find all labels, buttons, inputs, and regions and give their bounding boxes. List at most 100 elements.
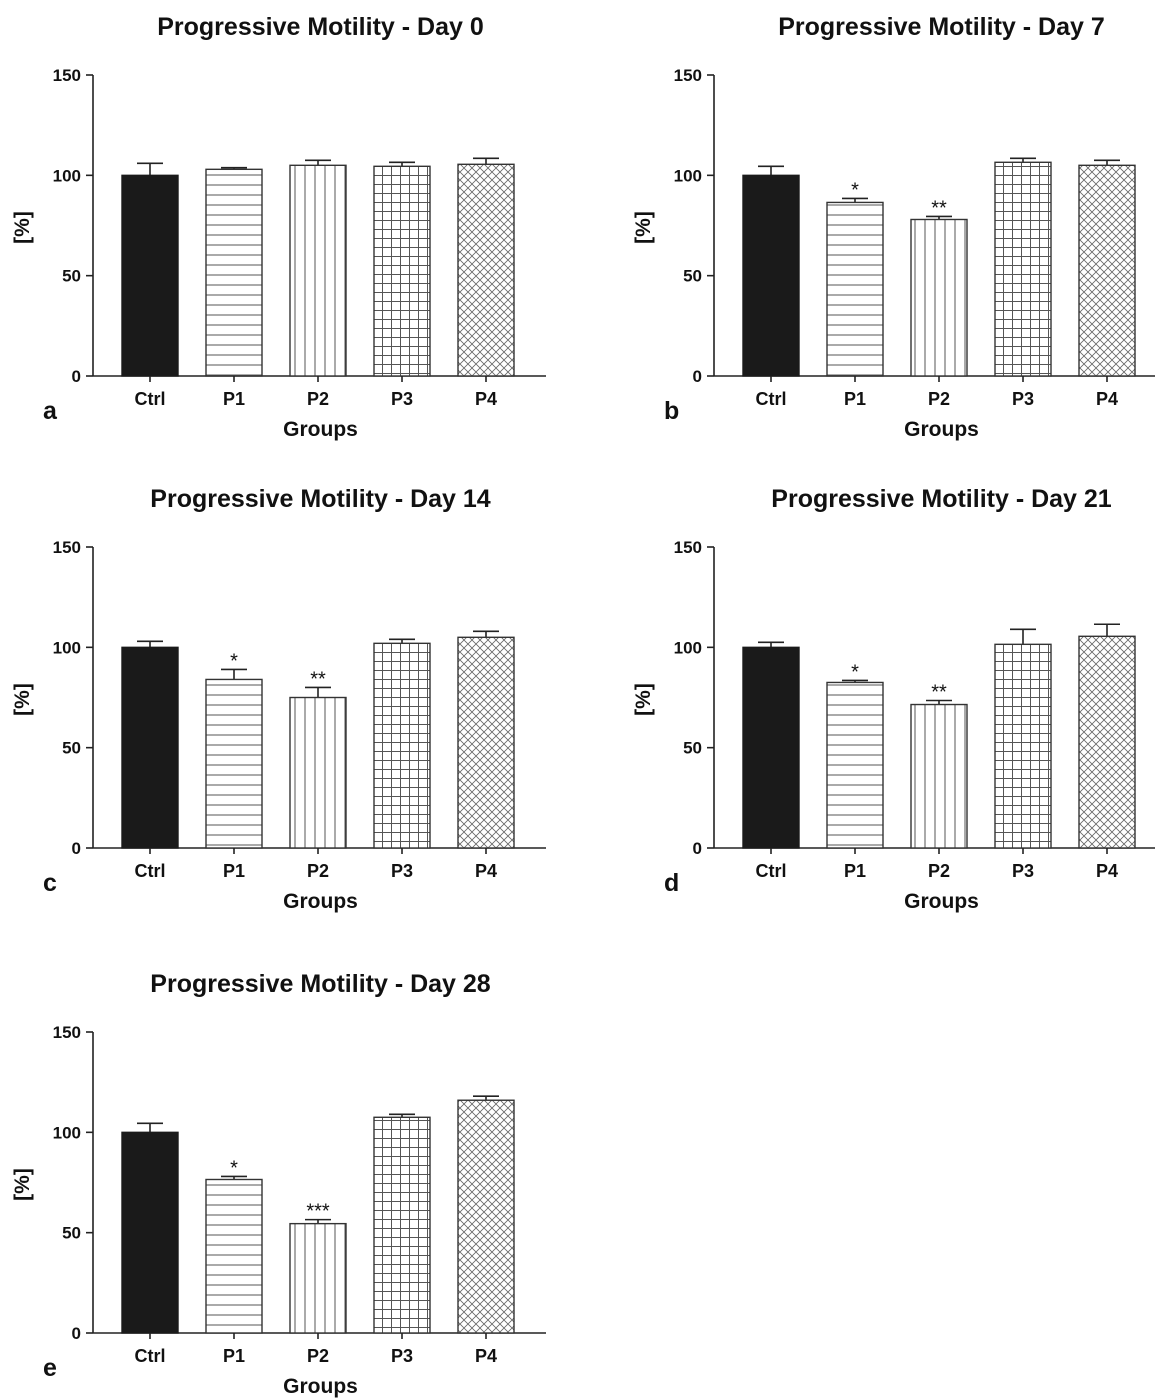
panel-letter: a xyxy=(43,397,58,425)
chart-panel-d: Progressive Motility - Day 21 0 50 100 150 [%… xyxy=(632,485,1155,913)
chart-title: Progressive Motility - Day 0 xyxy=(157,13,484,41)
y-axis-label: [%] xyxy=(632,683,655,716)
y-tick-label: 50 xyxy=(683,739,702,758)
x-tick-label: P1 xyxy=(223,861,245,881)
chart-title: Progressive Motility - Day 7 xyxy=(778,13,1105,41)
bar-p3 xyxy=(373,165,431,377)
significance-label: * xyxy=(230,1157,238,1179)
x-axis-label: Groups xyxy=(283,890,358,913)
y-tick-label: 100 xyxy=(674,166,702,185)
y-tick-label: 0 xyxy=(693,367,702,386)
y-tick-label: 50 xyxy=(62,267,81,286)
significance-label: *** xyxy=(306,1201,330,1223)
x-tick-label: P1 xyxy=(844,389,866,409)
x-axis-label: Groups xyxy=(904,890,979,913)
significance-label: * xyxy=(230,650,238,672)
y-tick-label: 50 xyxy=(62,739,81,758)
y-axis-label: [%] xyxy=(11,211,34,244)
bar-p4 xyxy=(1078,164,1136,377)
bar-p1 xyxy=(826,201,884,377)
x-tick-label: P3 xyxy=(1012,861,1034,881)
panel-letter: e xyxy=(43,1354,57,1382)
chart-panel-c: Progressive Motility - Day 14 0 50 100 150 [%… xyxy=(11,485,546,913)
x-tick-label: P1 xyxy=(223,389,245,409)
panel-letter: b xyxy=(664,397,679,425)
x-tick-label: Ctrl xyxy=(135,1346,166,1366)
x-axis-label: Groups xyxy=(904,418,979,441)
y-tick-label: 100 xyxy=(674,638,702,657)
panel-letter: c xyxy=(43,869,57,897)
y-tick-label: 0 xyxy=(72,367,81,386)
bar-p4 xyxy=(457,1099,515,1334)
x-tick-label: P2 xyxy=(307,389,329,409)
y-tick-label: 100 xyxy=(53,638,81,657)
bar-ctrl xyxy=(742,646,800,849)
bar-p1 xyxy=(826,681,884,849)
y-tick-label: 150 xyxy=(53,66,81,85)
y-tick-label: 50 xyxy=(683,267,702,286)
bar-p1 xyxy=(205,678,263,849)
bar-p2 xyxy=(910,703,968,849)
bar-p2 xyxy=(910,218,968,377)
bar-p4 xyxy=(457,163,515,377)
y-axis-label: [%] xyxy=(632,211,655,244)
y-tick-label: 150 xyxy=(674,538,702,557)
x-tick-label: P4 xyxy=(475,861,497,881)
y-tick-label: 100 xyxy=(53,166,81,185)
bar-p3 xyxy=(994,161,1052,377)
bar-ctrl xyxy=(121,174,179,377)
y-tick-label: 0 xyxy=(72,1324,81,1343)
x-tick-label: Ctrl xyxy=(135,389,166,409)
bar-p3 xyxy=(994,643,1052,849)
bar-p3 xyxy=(373,642,431,849)
bar-p3 xyxy=(373,1116,431,1334)
x-tick-label: P3 xyxy=(391,389,413,409)
bar-ctrl xyxy=(121,1131,179,1334)
bar-p2 xyxy=(289,696,347,849)
y-tick-label: 150 xyxy=(674,66,702,85)
y-axis-label: [%] xyxy=(11,1168,34,1201)
x-axis-label: Groups xyxy=(283,418,358,441)
x-tick-label: Ctrl xyxy=(135,861,166,881)
chart-panel-e: Progressive Motility - Day 28 0 50 100 150 [%… xyxy=(11,970,546,1398)
y-tick-label: 100 xyxy=(53,1123,81,1142)
chart-title: Progressive Motility - Day 14 xyxy=(150,485,491,513)
x-tick-label: P3 xyxy=(391,1346,413,1366)
x-tick-label: P1 xyxy=(844,861,866,881)
x-tick-label: P4 xyxy=(1096,389,1118,409)
chart-panel-b: Progressive Motility - Day 7 0 50 100 150 [%]… xyxy=(632,13,1155,441)
y-axis-label: [%] xyxy=(11,683,34,716)
bar-ctrl xyxy=(742,174,800,377)
bar-p2 xyxy=(289,164,347,377)
x-tick-label: P4 xyxy=(475,1346,497,1366)
y-tick-label: 0 xyxy=(693,839,702,858)
bar-p1 xyxy=(205,1178,263,1334)
bar-ctrl xyxy=(121,646,179,849)
x-tick-label: P2 xyxy=(928,389,950,409)
significance-label: * xyxy=(851,179,859,201)
bar-p4 xyxy=(457,636,515,849)
bar-p2 xyxy=(289,1222,347,1334)
x-tick-label: P2 xyxy=(307,861,329,881)
y-tick-label: 0 xyxy=(72,839,81,858)
panel-letter: d xyxy=(664,869,679,897)
x-tick-label: Ctrl xyxy=(756,861,787,881)
x-tick-label: P4 xyxy=(475,389,497,409)
chart-title: Progressive Motility - Day 21 xyxy=(771,485,1112,513)
x-tick-label: Ctrl xyxy=(756,389,787,409)
chart-panel-a: Progressive Motility - Day 0 0 50 100 150 [%]… xyxy=(11,13,546,441)
x-tick-label: P2 xyxy=(928,861,950,881)
x-tick-label: P3 xyxy=(391,861,413,881)
significance-label: ** xyxy=(310,668,326,690)
x-tick-label: P3 xyxy=(1012,389,1034,409)
significance-label: ** xyxy=(931,682,947,704)
significance-label: ** xyxy=(931,197,947,219)
y-tick-label: 150 xyxy=(53,538,81,557)
x-axis-label: Groups xyxy=(283,1375,358,1398)
y-tick-label: 150 xyxy=(53,1023,81,1042)
chart-title: Progressive Motility - Day 28 xyxy=(150,970,491,998)
bar-p4 xyxy=(1078,635,1136,849)
x-tick-label: P1 xyxy=(223,1346,245,1366)
y-tick-label: 50 xyxy=(62,1224,81,1243)
